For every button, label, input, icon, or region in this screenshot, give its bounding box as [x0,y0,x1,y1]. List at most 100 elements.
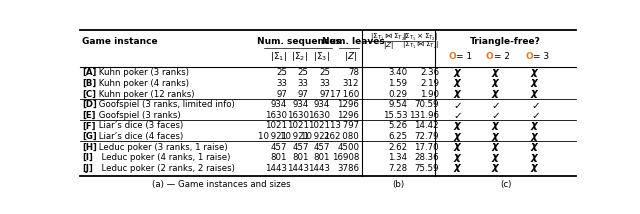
Text: 28.36: 28.36 [415,153,439,162]
Text: $\boldsymbol{\chi}$: $\boldsymbol{\chi}$ [491,152,500,164]
Text: [E]: [E] [83,111,96,120]
Text: $\boldsymbol{\chi}$: $\boldsymbol{\chi}$ [531,131,540,143]
Text: $\boldsymbol{\chi}$: $\boldsymbol{\chi}$ [453,162,463,174]
Text: (b): (b) [392,180,404,189]
Text: $|\Sigma_2|$: $|\Sigma_2|$ [291,51,308,64]
Text: $|\Sigma_3|$: $|\Sigma_3|$ [312,51,330,64]
Text: 72.79: 72.79 [415,132,439,141]
Text: $\checkmark$: $\checkmark$ [491,100,500,110]
Text: $|\Sigma_{T_1} \times \Sigma_{T_2}|$: $|\Sigma_{T_1} \times \Sigma_{T_2}|$ [402,32,438,43]
Text: $\checkmark$: $\checkmark$ [491,110,500,120]
Text: [F]: [F] [83,121,96,130]
Text: $\boldsymbol{\chi}$: $\boldsymbol{\chi}$ [531,67,540,79]
Text: $\boldsymbol{\chi}$: $\boldsymbol{\chi}$ [491,162,500,174]
Text: 5.26: 5.26 [388,121,408,130]
Text: Goofspiel (3 ranks, limited info): Goofspiel (3 ranks, limited info) [97,100,235,109]
Text: = 2: = 2 [493,52,509,61]
Text: $|Z|$: $|Z|$ [344,51,357,64]
Text: 10 921: 10 921 [258,132,287,141]
Text: 2.19: 2.19 [420,79,439,88]
Text: 1630: 1630 [266,111,287,120]
Text: Liar’s dice (3 faces): Liar’s dice (3 faces) [97,121,184,130]
Text: 1021: 1021 [308,121,330,130]
Text: 33: 33 [319,79,330,88]
Text: 1296: 1296 [337,100,359,109]
Text: 10 921: 10 921 [301,132,330,141]
Text: Leduc poker (2 ranks, 2 raises): Leduc poker (2 ranks, 2 raises) [97,164,236,173]
Text: $\boldsymbol{\chi}$: $\boldsymbol{\chi}$ [453,152,463,164]
Text: 1.90: 1.90 [420,89,439,98]
Text: 1296: 1296 [337,111,359,120]
Text: $\boldsymbol{\chi}$: $\boldsymbol{\chi}$ [531,77,540,89]
Text: 2.36: 2.36 [420,68,439,77]
Text: 2.62: 2.62 [388,143,408,152]
Text: [A]: [A] [83,68,97,77]
Text: 457: 457 [314,143,330,152]
Text: 97: 97 [276,89,287,98]
Text: $|\Sigma_1|$: $|\Sigma_1|$ [270,51,287,64]
Text: $\checkmark$: $\checkmark$ [454,100,463,110]
Text: 6.25: 6.25 [388,132,408,141]
Text: $\boldsymbol{\chi}$: $\boldsymbol{\chi}$ [453,120,463,132]
Text: 15.53: 15.53 [383,111,408,120]
Text: O: O [486,52,493,61]
Text: 17 160: 17 160 [330,89,359,98]
Text: 4500: 4500 [337,143,359,152]
Text: 1443: 1443 [308,164,330,173]
Text: $\checkmark$: $\checkmark$ [454,110,463,120]
Text: 801: 801 [314,153,330,162]
Text: Kuhn poker (3 ranks): Kuhn poker (3 ranks) [97,68,189,77]
Text: $\boldsymbol{\chi}$: $\boldsymbol{\chi}$ [491,131,500,143]
Text: 25: 25 [276,68,287,77]
Text: Kuhn poker (12 ranks): Kuhn poker (12 ranks) [97,89,195,98]
Text: $\boldsymbol{\chi}$: $\boldsymbol{\chi}$ [491,77,500,89]
Text: (c): (c) [500,180,511,189]
Text: $\checkmark$: $\checkmark$ [531,100,540,110]
Text: 16908: 16908 [332,153,359,162]
Text: 78: 78 [348,68,359,77]
Text: 33: 33 [298,79,308,88]
Text: = 1: = 1 [456,52,472,61]
Text: Goofspiel (3 ranks): Goofspiel (3 ranks) [97,111,181,120]
Text: Leduc poker (4 ranks, 1 raise): Leduc poker (4 ranks, 1 raise) [97,153,231,162]
Text: 131.96: 131.96 [409,111,439,120]
Text: $\boldsymbol{\chi}$: $\boldsymbol{\chi}$ [491,141,500,153]
Text: Num. sequences: Num. sequences [257,37,340,46]
Text: [C]: [C] [83,89,97,98]
Text: Liar’s dice (4 faces): Liar’s dice (4 faces) [97,132,184,141]
Text: $|\Sigma_{T_1} \bowtie \Sigma_{T_2}|$: $|\Sigma_{T_1} \bowtie \Sigma_{T_2}|$ [370,32,407,43]
Text: 75.59: 75.59 [415,164,439,173]
Text: $\boldsymbol{\chi}$: $\boldsymbol{\chi}$ [491,67,500,79]
Text: 70.59: 70.59 [415,100,439,109]
Text: [J]: [J] [83,164,93,173]
Text: 1630: 1630 [287,111,308,120]
Text: [B]: [B] [83,79,97,88]
Text: $\boldsymbol{\chi}$: $\boldsymbol{\chi}$ [491,88,500,100]
Text: Triangle-free?: Triangle-free? [470,37,541,46]
Text: 97: 97 [298,89,308,98]
Text: $\boldsymbol{\chi}$: $\boldsymbol{\chi}$ [453,77,463,89]
Text: 1021: 1021 [287,121,308,130]
Text: $\boldsymbol{\chi}$: $\boldsymbol{\chi}$ [531,162,540,174]
Text: $|\Sigma_{T_1} \bowtie \Sigma_{T_2}|$: $|\Sigma_{T_1} \bowtie \Sigma_{T_2}|$ [402,40,439,51]
Text: O: O [525,52,533,61]
Text: Leduc poker (3 ranks, 1 raise): Leduc poker (3 ranks, 1 raise) [97,143,228,152]
Text: $\checkmark$: $\checkmark$ [531,110,540,120]
Text: 33: 33 [276,79,287,88]
Text: [D]: [D] [83,100,97,109]
Text: [I]: [I] [83,153,93,162]
Text: 1443: 1443 [266,164,287,173]
Text: 13 797: 13 797 [330,121,359,130]
Text: $\boldsymbol{\chi}$: $\boldsymbol{\chi}$ [531,88,540,100]
Text: [H]: [H] [83,143,97,152]
Text: 1.34: 1.34 [388,153,408,162]
Text: Game instance: Game instance [83,37,158,46]
Text: 1630: 1630 [308,111,330,120]
Text: $\boldsymbol{\chi}$: $\boldsymbol{\chi}$ [453,67,463,79]
Text: 9.54: 9.54 [388,100,408,109]
Text: 457: 457 [292,143,308,152]
Text: 934: 934 [314,100,330,109]
Text: 801: 801 [271,153,287,162]
Text: 934: 934 [292,100,308,109]
Text: $\boldsymbol{\chi}$: $\boldsymbol{\chi}$ [531,152,540,164]
